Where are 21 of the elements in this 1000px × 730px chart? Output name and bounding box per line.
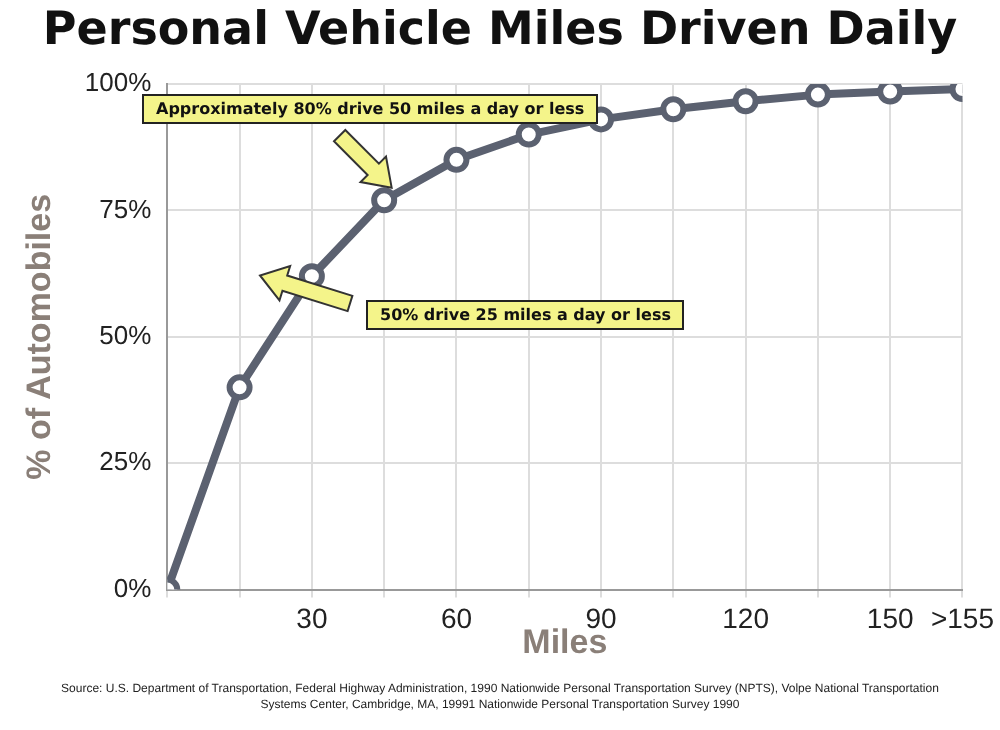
y-tick-label: 0% (113, 572, 153, 603)
y-axis-title: % of Automobiles (19, 193, 58, 480)
annotation: 50% drive 25 miles a day or less (366, 300, 685, 330)
point (804, 84, 831, 108)
point (877, 84, 904, 105)
point (660, 96, 687, 123)
point (732, 88, 759, 115)
chart-title: Personal Vehicle Miles Driven Daily (40, 4, 960, 56)
x-tick-label: 120 (722, 602, 770, 635)
x-tick-label: 150 (866, 602, 914, 635)
point (515, 121, 542, 148)
y-tick-label: 75% (99, 193, 153, 224)
y-tick-label: 50% (99, 319, 153, 350)
annotation: Approximately 80% drive 50 miles a day or less (142, 94, 599, 124)
x-tick-label: 60 (440, 602, 473, 635)
x-tick-label: >155 (930, 602, 995, 635)
point (443, 146, 470, 173)
y-tick-label: 100% (84, 67, 153, 98)
point (371, 187, 398, 214)
y-tick-label: 25% (99, 446, 153, 477)
x-tick-label: 30 (296, 602, 328, 635)
